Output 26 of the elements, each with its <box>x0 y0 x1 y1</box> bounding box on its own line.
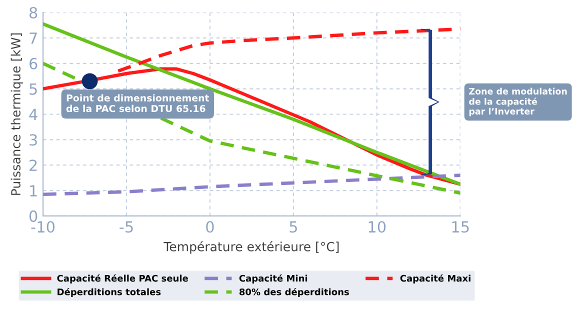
y-tick-label: 8 <box>30 6 38 19</box>
x-tick-label: 0 <box>206 221 214 233</box>
y-tick-label: 5 <box>30 83 37 95</box>
y-tick-label: 7 <box>30 32 37 44</box>
y-tick-label: 3 <box>30 134 37 146</box>
y-tick-label: 0 <box>29 210 38 222</box>
legend-label: Capacité Réelle PAC seule <box>57 274 188 284</box>
x-tick-label: -5 <box>120 221 133 233</box>
annotation: Point de dimensionnement de la PAC selon DTU 65.16 <box>66 94 210 112</box>
x-tick-label: 10 <box>368 221 386 233</box>
x-axis-title: Température extérieure [°C] <box>164 241 339 254</box>
legend-label: 80% des déperditions <box>239 288 349 298</box>
y-tick-label: 1 <box>30 185 37 196</box>
line-series <box>43 174 460 196</box>
legend-label: Déperditions totales <box>58 288 161 298</box>
y-tick-label: 4 <box>29 108 38 120</box>
legend-label: Capacité Maxi <box>400 274 470 284</box>
x-tick-label: 15 <box>452 221 469 233</box>
y-tick-label: 6 <box>30 58 38 70</box>
legend-label: Capacité Mini <box>239 274 308 284</box>
line-series <box>43 22 460 186</box>
x-tick-label: 5 <box>290 221 297 233</box>
x-tick-label: -10 <box>31 221 55 233</box>
y-tick-label: 2 <box>30 160 37 171</box>
y-axis-title: Puissance thermique [kW] <box>10 33 23 195</box>
text: Zone de modulation de la capacité par l’Inverter <box>469 88 567 116</box>
